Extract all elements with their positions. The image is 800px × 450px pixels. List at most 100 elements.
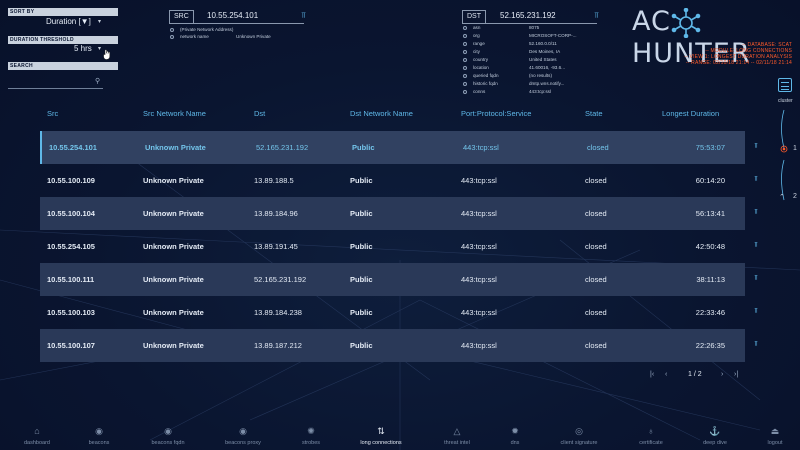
cell-dst: 13.89.188.5 [254,176,294,185]
col-dst-network[interactable]: Dst Network Name [350,109,413,118]
table-row[interactable]: 10.55.100.109 Unknown Private 13.89.188.5 P… [40,164,745,197]
pager-last-button[interactable]: ›| [734,371,739,378]
cell-src-network: Unknown Private [143,209,204,218]
row-pin-icon[interactable]: ⫪ [754,209,758,216]
meta-range: -- RANGE: 02/10/18 21:14 -- 02/11/18 21:… [685,60,792,66]
molecule-logo-icon [671,7,701,38]
meta-view: -- VIEW 1: LONGEST DURATION ANALYSIS [684,54,792,60]
dst-detail-row: location 41.60016, -93.6... [463,65,565,70]
city-icon [463,49,467,54]
table-row[interactable]: 10.55.100.104 Unknown Private 13.89.184.96… [40,197,745,230]
dst-tag: DST [462,10,486,24]
cell-dst: 13.89.184.238 [254,308,302,317]
cell-port: 443:tcp:ssl [461,176,497,185]
nav-item-certificate[interactable]: ♁ certificate [616,426,686,446]
cluster-up-icon[interactable]: ⌃ [779,194,785,201]
duration-threshold-select[interactable]: 5 hrs [74,44,92,53]
dst-detail-row: conns 443:tcp:ssl [463,89,551,94]
table-row[interactable]: 10.55.100.107 Unknown Private 13.89.187.21… [40,329,745,362]
table-row[interactable]: 10.55.254.101 Unknown Private 52.165.231.1… [40,131,745,164]
dst-detail-row: historic fqdn dmtp.wns.notify... [463,81,564,86]
nav-item-strobes[interactable]: ✺ strobes [276,426,346,446]
sort-chevron-down-icon[interactable]: ▾ [98,19,102,25]
row-pin-icon[interactable]: ⫪ [754,308,758,315]
nav-item-beacons-fqdn[interactable]: ◉ beacons fqdn [133,426,203,446]
row-pin-icon[interactable]: ⫪ [754,242,758,249]
table-header: Src Src Network Name Dst Dst Network Nam… [40,109,745,121]
nav-label: client signature [560,440,598,446]
dns-icon: ✹ [511,426,519,436]
cell-duration: 56:13:41 [695,209,725,218]
pager-next-button[interactable]: › [721,371,724,378]
row-pin-icon[interactable]: ⫪ [754,341,758,348]
nav-item-long-connections[interactable]: ⇅ long connections [346,426,416,446]
src-pin-icon[interactable]: ⫪ [301,11,306,20]
cell-src-network: Unknown Private [143,275,204,284]
col-longest-duration[interactable]: Longest Duration [662,109,720,118]
row-pin-icon[interactable]: ⫪ [754,143,758,150]
network-icon [170,34,174,39]
nav-label: beacons proxy [225,440,261,446]
search-input[interactable] [8,76,94,87]
nav-item-beacons[interactable]: ◉ beacons [64,426,134,446]
dst-ip: 52.165.231.192 [500,11,556,20]
search-underline [8,88,103,89]
col-dst[interactable]: Dst [254,109,266,118]
nav-label: beacons [88,440,110,446]
beacons-fqdn-icon: ◉ [164,426,172,436]
dst-detail-row: range 52.160.0.0/11 [463,41,557,46]
cell-src: 10.55.100.104 [47,209,95,218]
table-row[interactable]: 10.55.254.105 Unknown Private 13.89.191.45… [40,230,745,263]
pager-prev-button[interactable]: ‹ [665,371,668,378]
dst-detail-value: MICROSOFT-CORP-... [529,33,577,38]
cell-dst-network: Public [350,275,373,284]
search-icon[interactable]: ⚲ [95,78,101,85]
src-tag: SRC [169,10,194,24]
cell-duration: 22:33:46 [695,308,725,317]
beacons-icon: ◉ [95,426,103,436]
cell-dst-network: Public [352,143,375,152]
table-row[interactable]: 10.55.100.111 Unknown Private 52.165.231.1… [40,263,745,296]
cell-src-network: Unknown Private [145,143,206,152]
cluster-slider[interactable] [776,108,798,218]
cell-state: closed [585,275,607,284]
src-detail-row: (Private Network Address) [170,27,233,32]
cell-duration: 42:50:48 [695,242,725,251]
cluster-label: cluster [778,98,793,104]
col-state[interactable]: State [585,109,603,118]
col-src[interactable]: Src [47,109,59,118]
nav-item-deep-dive[interactable]: ⚓ deep dive [680,426,750,446]
row-pin-icon[interactable]: ⫪ [754,176,758,183]
nav-item-client-signature[interactable]: ◎ client signature [544,426,614,446]
nav-label: logout [767,440,783,446]
col-port-protocol-service[interactable]: Port:Protocol:Service [461,109,532,118]
nav-item-beacons-proxy[interactable]: ◉ beacons proxy [208,426,278,446]
nav-item-dns[interactable]: ✹ dns [480,426,550,446]
col-src-network[interactable]: Src Network Name [143,109,206,118]
nav-label: deep dive [703,440,727,446]
nav-item-logout[interactable]: ⏏ logout [740,426,800,446]
table-row[interactable]: 10.55.100.103 Unknown Private 13.89.184.23… [40,296,745,329]
nav-item-threat-intel[interactable]: △ threat intel [422,426,492,446]
cell-src-network: Unknown Private [143,242,204,251]
dst-detail-row: org MICROSOFT-CORP-... [463,33,576,38]
meta-database: -- DATABASE: SCAT [742,42,792,48]
cell-src: 10.55.254.101 [49,143,97,152]
logout-icon: ⏏ [770,426,780,436]
pager-label: 1 / 2 [688,371,702,378]
pager-first-button[interactable]: |‹ [650,371,655,378]
dst-detail-value: United States [529,57,557,62]
asn-icon [463,25,467,30]
cell-duration: 22:26:35 [695,341,725,350]
threshold-chevron-down-icon[interactable]: ▾ [98,46,102,52]
cluster-toggle-icon[interactable] [778,78,792,92]
row-pin-icon[interactable]: ⫪ [754,275,758,282]
cell-dst-network: Public [350,308,373,317]
nav-item-dashboard[interactable]: ⌂ dashboard [2,426,72,446]
src-ip: 10.55.254.101 [207,11,259,20]
dst-pin-icon[interactable]: ⫪ [594,11,599,20]
sort-by-select[interactable]: Duration [▼] [46,17,91,26]
nav-label: strobes [301,440,321,446]
queried-fqdn-icon [463,73,467,78]
client-signature-icon: ◎ [575,426,583,436]
